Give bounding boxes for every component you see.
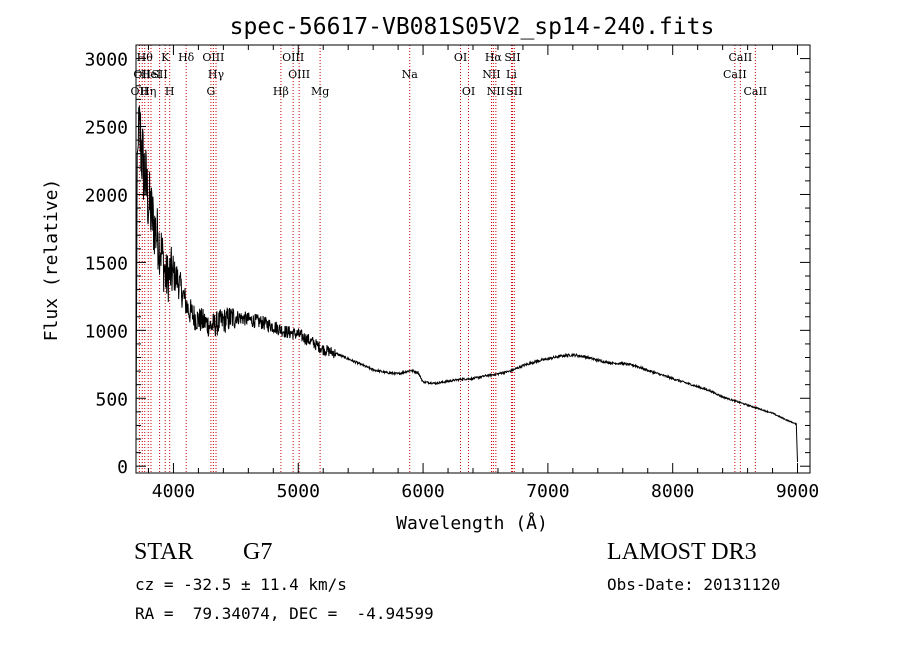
line-marker-label: CaII [729,51,753,64]
spectral-line-markers [138,45,756,473]
line-marker-label: Hγ [208,68,225,81]
x-tick-label: 5000 [277,481,320,502]
y-tick-label: 2500 [85,118,128,139]
line-marker-label: Li [506,68,517,81]
coordinates-text: RA = 79.34074, DEC = -4.94599 [135,604,434,623]
line-marker-label: H [165,85,175,98]
spectral-line-labels: OIIOIIHθHηHeISIIKHHδGOIIIHγHβOIIIOIIIMgN… [131,51,768,98]
line-marker-label: CaII [723,68,747,81]
line-marker-label: NII [487,85,505,98]
line-marker-label: SII [506,85,522,98]
line-marker-label: Hα [485,51,503,64]
x-axis-label: Wavelength (Å) [396,512,548,534]
line-marker-label: Hθ [137,51,154,64]
line-marker-label: OIII [202,51,224,64]
line-marker-label: HeI [141,68,161,81]
line-marker-label: SII [504,51,520,64]
line-marker-label: K [161,51,170,64]
line-marker-label: SII [151,68,167,81]
y-tick-label: 1000 [85,321,128,342]
line-marker-label: Hδ [178,51,195,64]
survey-label: LAMOST DR3 [607,539,757,565]
y-tick-label: 0 [117,457,128,478]
x-tick-label: 7000 [526,481,569,502]
line-marker-label: OI [462,85,475,98]
line-marker-label: OI [454,51,467,64]
line-marker-label: CaII [743,85,767,98]
object-subclass: G7 [243,539,273,565]
line-marker-label: Hη [140,85,156,98]
line-marker-label: Hβ [273,85,289,98]
x-tick-label: 9000 [776,481,819,502]
x-tick-label: 4000 [152,481,195,502]
line-marker-label: Na [402,68,419,81]
redshift-text: cz = -32.5 ± 11.4 km/s [135,575,347,594]
spectrum-line [135,105,798,463]
y-tick-label: 500 [95,389,128,410]
obs-date-text: Obs-Date: 20131120 [607,575,781,594]
line-marker-label: Mg [311,85,329,98]
object-class: STAR [134,539,194,565]
y-tick-label: 3000 [85,50,128,71]
line-marker-label: OIII [282,51,304,64]
y-axis-label: Flux (relative) [41,179,62,342]
line-marker-label: NII [482,68,500,81]
x-axis-ticks: 4000 5000 6000 7000 8000 9000 [147,45,819,502]
x-tick-label: 6000 [401,481,444,502]
y-axis-ticks: 0 500 1000 1500 2000 2500 3000 [85,50,810,478]
chart-title: spec-56617-VB081S05V2_sp14-240.fits [230,14,715,40]
line-marker-label: OII [131,85,149,98]
line-marker-label: OII [133,68,151,81]
x-tick-label: 8000 [651,481,694,502]
plot-frame [135,44,811,474]
line-marker-label: G [206,85,215,98]
y-tick-label: 1500 [85,253,128,274]
y-tick-label: 2000 [85,185,128,206]
line-marker-label: OIII [288,68,310,81]
